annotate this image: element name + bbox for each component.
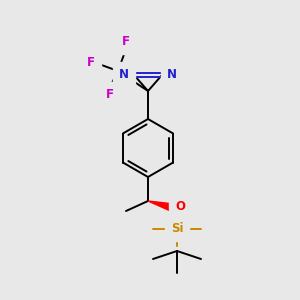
Text: O: O bbox=[175, 200, 185, 214]
Text: N: N bbox=[119, 68, 129, 80]
Text: F: F bbox=[106, 88, 114, 101]
Text: F: F bbox=[87, 56, 95, 70]
Text: Si: Si bbox=[171, 223, 183, 236]
Text: F: F bbox=[122, 35, 130, 48]
Polygon shape bbox=[148, 201, 171, 210]
Text: N: N bbox=[167, 68, 177, 80]
